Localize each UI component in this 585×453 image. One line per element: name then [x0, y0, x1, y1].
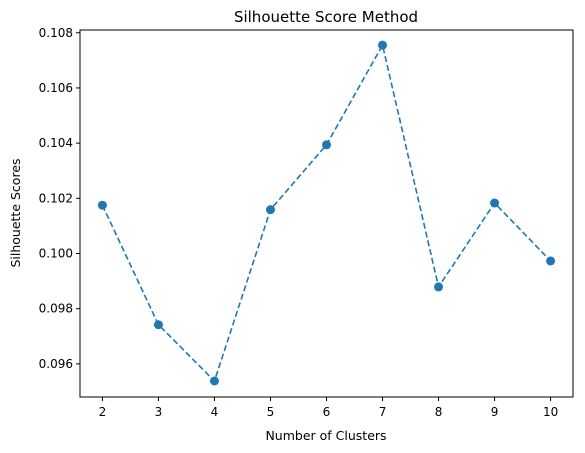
data-point — [153, 320, 163, 330]
x-tick-label: 10 — [543, 405, 558, 419]
data-point — [209, 376, 219, 386]
y-tick-label: 0.108 — [39, 26, 73, 40]
chart-title: Silhouette Score Method — [234, 8, 418, 26]
y-axis-label: Silhouette Scores — [8, 158, 23, 267]
data-point — [265, 205, 275, 215]
x-tick-label: 4 — [211, 405, 219, 419]
y-tick-label: 0.104 — [39, 136, 73, 150]
data-point — [378, 40, 388, 50]
x-tick-label: 6 — [323, 405, 331, 419]
x-tick-label: 3 — [155, 405, 163, 419]
x-tick-label: 5 — [267, 405, 275, 419]
x-axis-label: Number of Clusters — [265, 428, 386, 443]
data-point — [322, 140, 331, 150]
data-point — [434, 282, 444, 292]
data-point — [490, 198, 500, 208]
x-tick-label: 9 — [491, 405, 499, 419]
x-axis: 2 3 4 5 6 7 8 9 10 — [99, 397, 558, 419]
y-tick-label: 0.098 — [39, 302, 73, 316]
y-tick-label: 0.106 — [39, 81, 73, 95]
x-tick-label: 7 — [379, 405, 387, 419]
data-point — [546, 256, 556, 266]
y-tick-label: 0.100 — [39, 247, 73, 261]
y-tick-label: 0.096 — [39, 357, 73, 371]
data-point — [97, 200, 107, 210]
x-tick-label: 2 — [99, 405, 107, 419]
y-tick-label: 0.102 — [39, 191, 73, 205]
plot-area — [97, 40, 556, 386]
x-tick-label: 8 — [435, 405, 443, 419]
y-axis: 0.096 0.098 0.100 0.102 0.104 0.106 0.108 — [39, 26, 80, 371]
